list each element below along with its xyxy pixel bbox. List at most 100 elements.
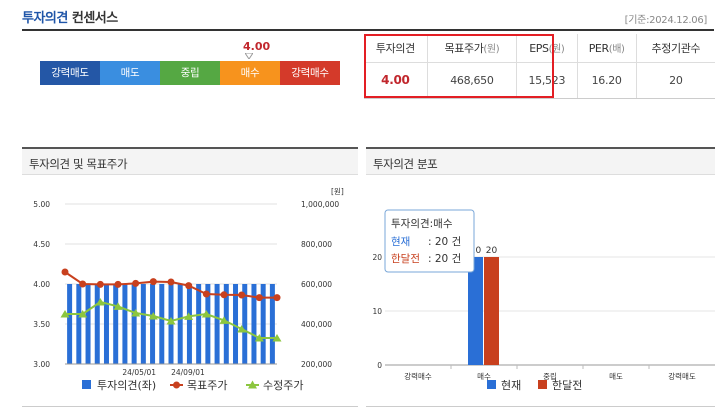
- opinion-bar: [251, 284, 257, 364]
- adjusted-price-point: [148, 312, 158, 320]
- opinion-bar: [85, 284, 91, 364]
- target-price-point: [79, 280, 87, 288]
- opinion-bar: [242, 284, 248, 364]
- category-label: 중립: [543, 372, 557, 381]
- opinion-bar: [196, 284, 202, 364]
- y-right-tick-label: 200,000: [301, 360, 332, 369]
- legend-label: 수정주가: [263, 379, 303, 392]
- category-label: 강력매도: [668, 371, 696, 381]
- opinion-bar: [122, 284, 128, 364]
- category-label: 매도: [609, 372, 623, 381]
- opinion-bar: [260, 284, 266, 364]
- page-title-main: 투자의견: [22, 11, 68, 26]
- bar-data-label: 20: [470, 246, 482, 256]
- target-price-point: [185, 282, 193, 290]
- opinion-bar: [103, 284, 109, 364]
- adjusted-price-point: [78, 310, 88, 318]
- opinion-scale-bar: 강력매도 매도 중립 매수 강력매수: [40, 61, 340, 85]
- opinion-bar: [186, 284, 192, 364]
- panel-bottom-rule: [22, 406, 358, 407]
- value-target-price: 468,650: [427, 62, 518, 99]
- adjusted-price-point: [201, 310, 211, 318]
- opinion-scale-segment: 강력매수: [280, 61, 340, 85]
- consensus-value-row: 4.00 468,650 15,523 16.20 20: [364, 62, 715, 99]
- target-price-point: [255, 294, 263, 302]
- opinion-bar: [140, 284, 146, 364]
- adjusted-price-point: [60, 310, 70, 318]
- triangle-marker-icon: [245, 53, 253, 59]
- target-price-point: [114, 280, 122, 288]
- panel-header: 투자의견 및 목표주가: [22, 147, 358, 175]
- bar-square-icon: [82, 380, 91, 389]
- adjusted-price-point: [272, 334, 282, 342]
- value-institutions: 20: [636, 62, 715, 99]
- opinion-bar: [214, 284, 220, 364]
- distribution-bar: [484, 257, 499, 365]
- base-date: [기준:2024.12.06]: [624, 15, 708, 26]
- y-left-tick-label: 3.00: [33, 360, 50, 369]
- consensus-table: 투자의견 목표주가(원) EPS(원) PER(배) 추정기관수 4.00 46…: [364, 34, 715, 99]
- circle-line-icon: [173, 381, 180, 389]
- adjusted-price-point: [184, 312, 194, 320]
- y-right-tick-label: 800,000: [301, 240, 332, 249]
- col-header-institutions: 추정기관수: [636, 34, 715, 63]
- y-left-tick-label: 4.00: [33, 280, 50, 289]
- tooltip-series-name: 한달전: [391, 253, 420, 265]
- target-price-point: [132, 279, 140, 287]
- opinion-bar: [113, 284, 119, 364]
- y-tick-label: 10: [372, 307, 382, 316]
- legend-label: 투자의견(좌): [97, 379, 156, 392]
- target-price-point: [238, 291, 246, 299]
- opinion-scale-segment: 매도: [100, 61, 160, 85]
- x-tick-label: 24/09/01: [171, 368, 205, 377]
- y-right-unit-label: [원]: [331, 187, 344, 196]
- tooltip-title: 투자의견:매수: [391, 218, 453, 230]
- opinion-scale-segment: 강력매도: [40, 61, 100, 85]
- y-left-tick-label: 3.50: [33, 320, 50, 329]
- page-title: 투자의견 컨센서스: [22, 7, 118, 26]
- legend-label: 현재: [501, 379, 521, 392]
- panel-header: 투자의견 분포: [366, 147, 715, 175]
- opinion-bar: [67, 284, 73, 364]
- consensus-header-row: 투자의견 목표주가(원) EPS(원) PER(배) 추정기관수: [364, 34, 715, 63]
- opinion-scale-segment: 중립: [160, 61, 220, 85]
- x-tick-label: 24/05/01: [122, 368, 156, 377]
- opinion-bar: [233, 284, 239, 364]
- opinion-bar: [177, 284, 183, 364]
- legend-square-icon: [487, 380, 496, 389]
- value-eps: 15,523: [516, 62, 578, 99]
- bar-data-label: 20: [486, 246, 498, 256]
- opinion-bar: [223, 284, 229, 364]
- opinion-distribution-panel: 투자의견 분포 0 10 20 강력매수 매수 20 20 중립 매도 강력매도 투자의견:매수 현재…: [366, 147, 715, 407]
- y-left-tick-label: 5.00: [33, 200, 50, 209]
- target-price-point: [96, 280, 104, 288]
- opinion-bar: [131, 284, 137, 364]
- adjusted-price-point: [237, 325, 247, 333]
- col-header-target-price: 목표주가(원): [427, 34, 518, 63]
- opinion-bar: [150, 284, 156, 364]
- opinion-bar: [205, 284, 211, 364]
- opinion-target-price-panel: 투자의견 및 목표주가 3.00 3.50 4.00 4.50 5.00 200,000 4…: [22, 147, 358, 407]
- target-price-point: [167, 278, 175, 286]
- target-price-point: [273, 294, 281, 302]
- title-divider: [22, 29, 714, 31]
- target-price-point: [220, 291, 228, 299]
- distribution-bar: [468, 257, 483, 365]
- y-right-tick-label: 400,000: [301, 320, 332, 329]
- y-right-tick-label: 1,000,000: [301, 200, 339, 209]
- panel-title: 투자의견 및 목표주가: [29, 157, 128, 171]
- opinion-scale-value: 4.00: [243, 40, 271, 53]
- target-price-point: [61, 268, 69, 276]
- adjusted-price-point: [219, 316, 229, 324]
- value-opinion: 4.00: [364, 62, 428, 99]
- legend-label: 한달전: [552, 379, 582, 392]
- value-per: 16.20: [577, 62, 637, 99]
- y-right-tick-label: 600,000: [301, 280, 332, 289]
- target-price-point: [202, 290, 210, 298]
- tooltip-series-value: : 20 건: [428, 253, 461, 265]
- adjusted-price-point: [131, 309, 141, 317]
- col-header-opinion: 투자의견: [364, 34, 428, 63]
- triangle-line-icon: [248, 380, 257, 389]
- category-label: 강력매수: [404, 371, 432, 381]
- adjusted-price-point: [95, 298, 105, 306]
